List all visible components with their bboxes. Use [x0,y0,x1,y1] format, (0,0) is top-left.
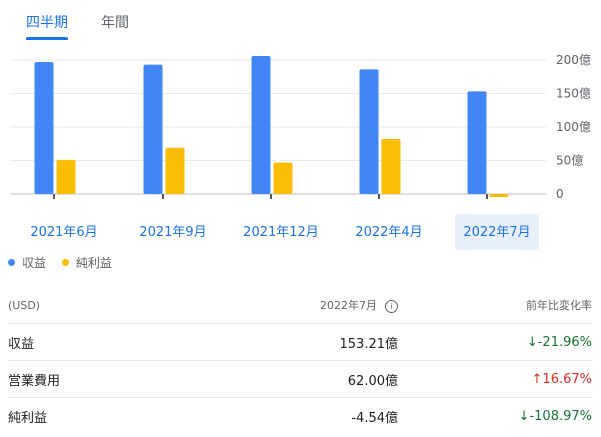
revenue-bar[interactable] [359,69,379,194]
y-tick-label: 150億 [556,86,591,100]
tab-annual[interactable]: 年間 [101,15,129,31]
revenue-bar[interactable] [143,64,163,194]
y-tick-label: 50億 [556,153,583,167]
period-header-label: 2022年7月 [320,299,377,312]
arrow-down-icon: ↓ [518,408,530,424]
legend-item-revenue: 収益 [8,254,46,271]
row-label-operating-expense: 営業費用 [8,360,188,398]
currency-header: (USD) [8,298,41,312]
arrow-up-icon: ↑ [531,371,543,387]
row-label-revenue: 収益 [8,323,188,361]
tab-quarterly[interactable]: 四半期 [26,15,68,31]
category-label[interactable]: 2022年4月 [355,225,422,240]
row-change-revenue-value: -21.96% [537,334,592,350]
category-label[interactable]: 2021年9月 [139,225,206,240]
y-tick-label: 200億 [556,53,591,67]
period-header: 2022年7月 i [188,287,398,324]
net-income-bar[interactable] [381,139,401,194]
row-change-net-income: ↓-108.97% [398,397,592,434]
revenue-legend-dot [8,259,15,266]
legend-label-revenue: 収益 [22,256,47,270]
net-income-legend-dot [61,259,69,266]
net-income-bar[interactable] [489,194,509,198]
yoy-change-header: 前年比変化率 [526,299,592,312]
row-change-revenue: ↓-21.96% [398,323,592,361]
row-change-net-income-value: -108.97% [529,408,592,424]
row-label-net-income: 純利益 [8,397,188,434]
net-income-bar[interactable] [165,147,185,194]
net-income-bar[interactable] [273,162,293,194]
category-label[interactable]: 2021年12月 [243,225,319,240]
table-row: 営業費用 62.00億 ↑16.67% [8,360,592,398]
period-tabs: 四半期 年間 [0,0,601,40]
table-row: 収益 153.21億 ↓-21.96% [8,323,592,361]
legend-item-net-income: 純利益 [61,254,112,271]
row-change-operating-expense: ↑16.67% [398,360,592,398]
financials-bar-chart: 0 50億 100億 150億 200億 2021年6月 2021年9月 2021年12月 20… [10,53,591,250]
active-tab-indicator [26,37,68,40]
net-income-bar[interactable] [56,159,76,194]
table-row: 純利益 -4.54億 ↓-108.97% [8,397,592,434]
row-value-net-income: -4.54億 [188,397,398,434]
revenue-bar[interactable] [34,61,54,195]
info-icon[interactable]: i [385,300,398,313]
y-tick-label: 100億 [556,120,591,134]
table-header-row: (USD) 2022年7月 i 前年比変化率 [8,287,592,324]
category-label[interactable]: 2021年6月 [30,225,97,240]
legend-label-net-income: 純利益 [75,256,112,270]
revenue-bar[interactable] [251,55,271,195]
row-change-operating-expense-value: 16.67% [542,371,592,387]
chart-legend: 収益 純利益 [8,254,124,271]
arrow-down-icon: ↓ [526,334,538,350]
row-value-operating-expense: 62.00億 [188,360,398,398]
revenue-bar[interactable] [467,91,487,194]
category-label[interactable]: 2022年7月 [463,225,530,240]
financials-table: (USD) 2022年7月 i 前年比変化率 収益 153.21億 ↓-21.96… [8,287,592,434]
selected-category-highlight [455,214,539,250]
row-value-revenue: 153.21億 [188,323,398,361]
y-tick-label: 0 [556,187,564,201]
